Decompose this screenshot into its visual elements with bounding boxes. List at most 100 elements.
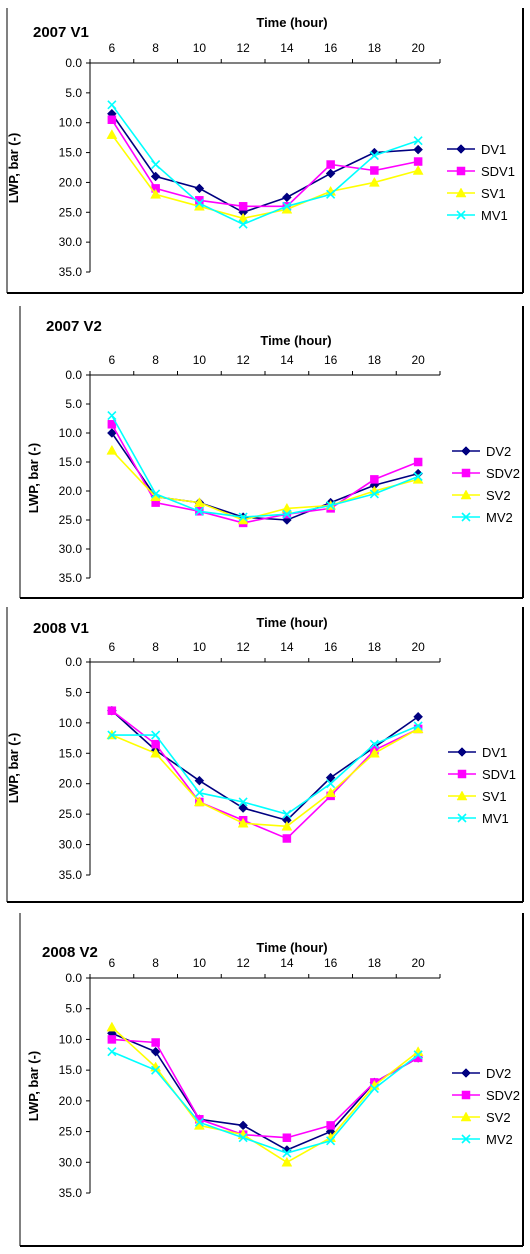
- series-line-SV2: [111, 449, 419, 521]
- series-line-SDV1: [111, 119, 419, 208]
- data-point-SV1: [412, 164, 424, 175]
- y-tick-label: 0.0: [65, 971, 82, 985]
- data-point-SDV1: [326, 160, 335, 169]
- y-tick-label: 35.0: [59, 1186, 83, 1200]
- y-tick-label: 15.0: [59, 146, 83, 160]
- x-tick-label: 10: [193, 640, 207, 654]
- series-line-MV2: [111, 415, 419, 518]
- legend-label: DV2: [486, 1066, 511, 1081]
- data-point-SV2: [106, 444, 118, 455]
- chart-panel-3: 2008 V1 Time (hour) 6 8 10 12 14 16 18 20 0.0 5.0 10…: [6, 607, 524, 903]
- legend-label: SV1: [481, 186, 506, 201]
- legend-swatch-marker: [455, 187, 467, 198]
- y-tick-label: 15.0: [59, 1063, 83, 1077]
- chart-title: 2007 V1: [33, 24, 89, 41]
- data-point-MV1: [413, 136, 423, 146]
- legend-label: SV1: [482, 789, 507, 804]
- data-point-SV1: [193, 796, 205, 807]
- chart-panel-1: 2007 V1 Time (hour) 6 8 10 12 14 16 18 20 0.0 5.0 10…: [6, 8, 524, 294]
- data-point-MV1: [238, 797, 248, 807]
- data-point-SDV1: [151, 739, 160, 749]
- y-tick-label: 35.0: [59, 868, 83, 882]
- x-tick-label: 8: [152, 41, 159, 55]
- legend-label: SV2: [486, 488, 511, 503]
- y-tick-label: 10.0: [59, 1032, 83, 1046]
- data-point-MV2: [151, 489, 161, 499]
- legend-swatch-marker: [461, 468, 471, 478]
- data-point-SV2: [281, 1156, 293, 1167]
- series-line-SDV2: [111, 1038, 419, 1139]
- series-line-SV2: [111, 1026, 419, 1164]
- x-tick-label: 6: [109, 956, 116, 970]
- data-point-MV1: [151, 159, 161, 170]
- x-tick-label: 16: [324, 640, 338, 654]
- y-tick-label: 20.0: [59, 484, 83, 498]
- series-line-MV2: [111, 1050, 419, 1154]
- data-point-MV1: [238, 219, 248, 229]
- data-point-DV2: [238, 1120, 248, 1131]
- x-tick-label: 10: [193, 353, 207, 367]
- legend-swatch-marker: [461, 1090, 471, 1100]
- legend-label: MV2: [486, 510, 513, 525]
- data-point-DV1: [194, 775, 205, 786]
- y-tick-label: 30.0: [59, 542, 83, 556]
- y-tick-label: 15.0: [59, 455, 83, 469]
- data-point-SV2: [193, 497, 205, 507]
- legend-label: SV2: [486, 1110, 511, 1125]
- data-point-SV1: [150, 188, 162, 199]
- legend-swatch-marker: [456, 144, 466, 154]
- y-axis-title: LWP, bar (-): [26, 1051, 41, 1122]
- data-point-MV2: [107, 1047, 117, 1057]
- y-tick-label: 35.0: [59, 265, 83, 279]
- data-point-SV1: [237, 817, 249, 828]
- x-tick-label: 6: [109, 41, 116, 55]
- x-tick-label: 8: [152, 956, 159, 970]
- data-point-SDV2: [370, 475, 379, 484]
- y-tick-label: 5.0: [65, 685, 82, 699]
- data-point-SDV1: [107, 115, 117, 124]
- x-tick-label: 14: [280, 956, 294, 970]
- data-point-SDV1: [107, 706, 117, 715]
- y-tick-label: 5.0: [65, 86, 82, 100]
- y-tick-label: 25.0: [59, 205, 83, 219]
- data-point-DV1: [238, 803, 248, 813]
- data-point-SV1: [368, 176, 380, 187]
- legend-swatch-marker: [456, 166, 466, 176]
- series-line-MV1: [111, 104, 419, 226]
- x-tick-label: 18: [368, 640, 382, 654]
- x-tick-label: 18: [368, 353, 382, 367]
- x-tick-label: 16: [324, 956, 338, 970]
- legend-swatch-marker: [457, 769, 467, 779]
- data-point-MV1: [326, 189, 336, 199]
- legend-label: DV1: [482, 745, 507, 760]
- data-point-SV1: [368, 747, 380, 758]
- y-tick-label: 10.0: [59, 426, 83, 440]
- x-tick-label: 8: [152, 353, 159, 367]
- series-line-SDV1: [111, 710, 419, 840]
- series-line-MV1: [111, 725, 419, 816]
- y-tick-label: 20.0: [59, 1094, 83, 1108]
- data-point-DV1: [282, 192, 292, 203]
- x-tick-label: 10: [193, 956, 207, 970]
- data-point-DV1: [150, 171, 161, 182]
- data-point-DV1: [194, 183, 205, 194]
- data-point-SDV1: [238, 202, 248, 211]
- legend-swatch-marker: [456, 210, 466, 220]
- series-line-SV1: [111, 134, 419, 220]
- data-point-DV1: [325, 772, 336, 783]
- legend-label: DV2: [486, 444, 511, 459]
- y-tick-label: 20.0: [59, 175, 83, 189]
- y-tick-label: 35.0: [59, 571, 83, 585]
- data-point-SDV1: [370, 166, 379, 175]
- series-line-SV1: [111, 728, 419, 828]
- chart-panel-2: 2007 V2 Time (hour) 6 8 10 12 14 16 18 20 0.0 5.0 10…: [19, 306, 524, 599]
- y-tick-label: 0.0: [65, 655, 82, 669]
- data-point-MV2: [194, 1117, 204, 1127]
- data-point-SDV1: [413, 157, 423, 166]
- legend-swatch-marker: [461, 446, 471, 456]
- data-point-MV2: [194, 506, 204, 516]
- y-tick-label: 5.0: [65, 1002, 82, 1016]
- y-axis-title: LWP, bar (-): [26, 443, 41, 514]
- data-point-DV1: [413, 144, 423, 155]
